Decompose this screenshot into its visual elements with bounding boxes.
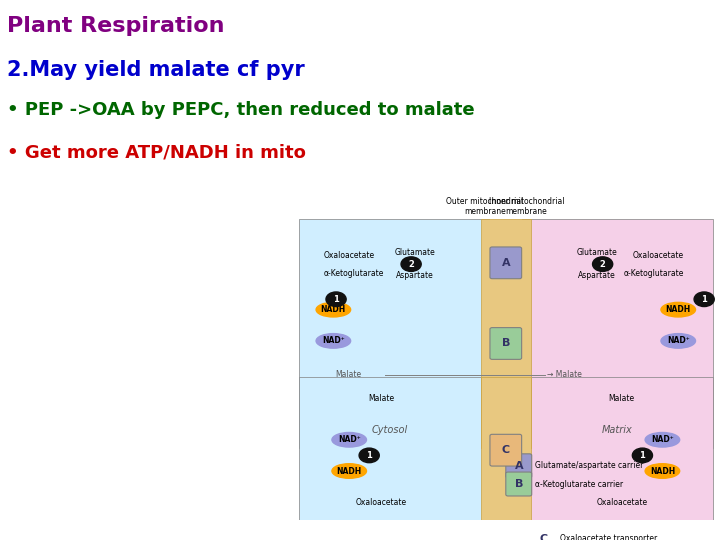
Text: NAD⁺: NAD⁺: [322, 336, 345, 346]
Text: NADH: NADH: [665, 305, 691, 314]
Text: NADH: NADH: [320, 305, 346, 314]
Circle shape: [632, 448, 652, 463]
Ellipse shape: [316, 334, 351, 348]
Ellipse shape: [332, 433, 366, 447]
Ellipse shape: [661, 334, 696, 348]
Text: NAD⁺: NAD⁺: [338, 435, 361, 444]
Text: α-Ketoglutarate carrier: α-Ketoglutarate carrier: [536, 480, 624, 489]
Circle shape: [326, 292, 346, 307]
Text: α-Ketoglutarate: α-Ketoglutarate: [324, 269, 384, 278]
Circle shape: [401, 257, 421, 272]
FancyBboxPatch shape: [505, 454, 531, 478]
Text: C: C: [539, 534, 548, 540]
Text: Aspartate: Aspartate: [396, 271, 433, 280]
Text: 2: 2: [408, 260, 414, 268]
Text: Glutamate: Glutamate: [577, 248, 617, 257]
Ellipse shape: [316, 302, 351, 317]
Text: NADH: NADH: [336, 467, 362, 476]
Text: Oxaloacetate: Oxaloacetate: [356, 498, 408, 507]
Text: Glutamate: Glutamate: [395, 248, 435, 257]
Text: Malate: Malate: [369, 394, 395, 403]
Text: α-Ketoglutarate: α-Ketoglutarate: [624, 269, 684, 278]
Text: C: C: [502, 445, 510, 455]
Text: Oxaloacetate: Oxaloacetate: [633, 251, 684, 260]
Text: • Get more ATP/NADH in mito: • Get more ATP/NADH in mito: [7, 143, 306, 161]
Ellipse shape: [645, 433, 680, 447]
Text: Matrix: Matrix: [602, 424, 633, 435]
Text: • PEP ->OAA by PEPC, then reduced to malate: • PEP ->OAA by PEPC, then reduced to mal…: [7, 102, 474, 119]
Text: Glutamate/aspartate carrier: Glutamate/aspartate carrier: [536, 461, 644, 470]
FancyBboxPatch shape: [523, 377, 713, 523]
Circle shape: [593, 257, 613, 272]
Text: Oxaloacetate: Oxaloacetate: [596, 498, 647, 507]
Text: Aspartate: Aspartate: [578, 271, 616, 280]
Ellipse shape: [645, 464, 680, 478]
FancyBboxPatch shape: [505, 472, 531, 496]
Text: Oxaloacetate: Oxaloacetate: [324, 251, 375, 260]
Text: Plant Respiration: Plant Respiration: [7, 16, 225, 36]
Text: A: A: [515, 461, 523, 471]
Ellipse shape: [332, 464, 366, 478]
Text: 1: 1: [366, 451, 372, 460]
Text: NAD⁺: NAD⁺: [651, 435, 674, 444]
Text: B: B: [515, 479, 523, 489]
Text: → Malate: → Malate: [547, 370, 582, 379]
Text: Malate: Malate: [608, 394, 635, 403]
FancyBboxPatch shape: [490, 328, 521, 359]
FancyBboxPatch shape: [523, 219, 713, 448]
Text: 1: 1: [639, 451, 645, 460]
FancyBboxPatch shape: [299, 377, 490, 523]
Text: 1: 1: [701, 295, 707, 304]
Text: Inner mitochondrial
membrane: Inner mitochondrial membrane: [489, 197, 564, 216]
Text: Oxaloacetate transporter: Oxaloacetate transporter: [560, 534, 657, 540]
Text: 2: 2: [600, 260, 606, 268]
FancyBboxPatch shape: [490, 434, 521, 466]
FancyBboxPatch shape: [299, 219, 490, 448]
Text: Outer mitochondrial
membrane: Outer mitochondrial membrane: [446, 197, 523, 216]
Text: 1: 1: [333, 295, 339, 304]
FancyBboxPatch shape: [531, 526, 557, 540]
Circle shape: [694, 292, 714, 307]
Text: A: A: [502, 258, 510, 268]
Ellipse shape: [661, 302, 696, 317]
FancyBboxPatch shape: [481, 377, 531, 523]
FancyBboxPatch shape: [481, 219, 531, 448]
FancyBboxPatch shape: [490, 247, 521, 279]
Text: NADH: NADH: [649, 467, 675, 476]
Circle shape: [359, 448, 379, 463]
Text: 2.May yield malate cf pyr: 2.May yield malate cf pyr: [7, 60, 305, 80]
Text: B: B: [502, 339, 510, 348]
Text: Cytosol: Cytosol: [372, 424, 408, 435]
Text: Malate: Malate: [335, 370, 361, 379]
Text: NAD⁺: NAD⁺: [667, 336, 690, 346]
